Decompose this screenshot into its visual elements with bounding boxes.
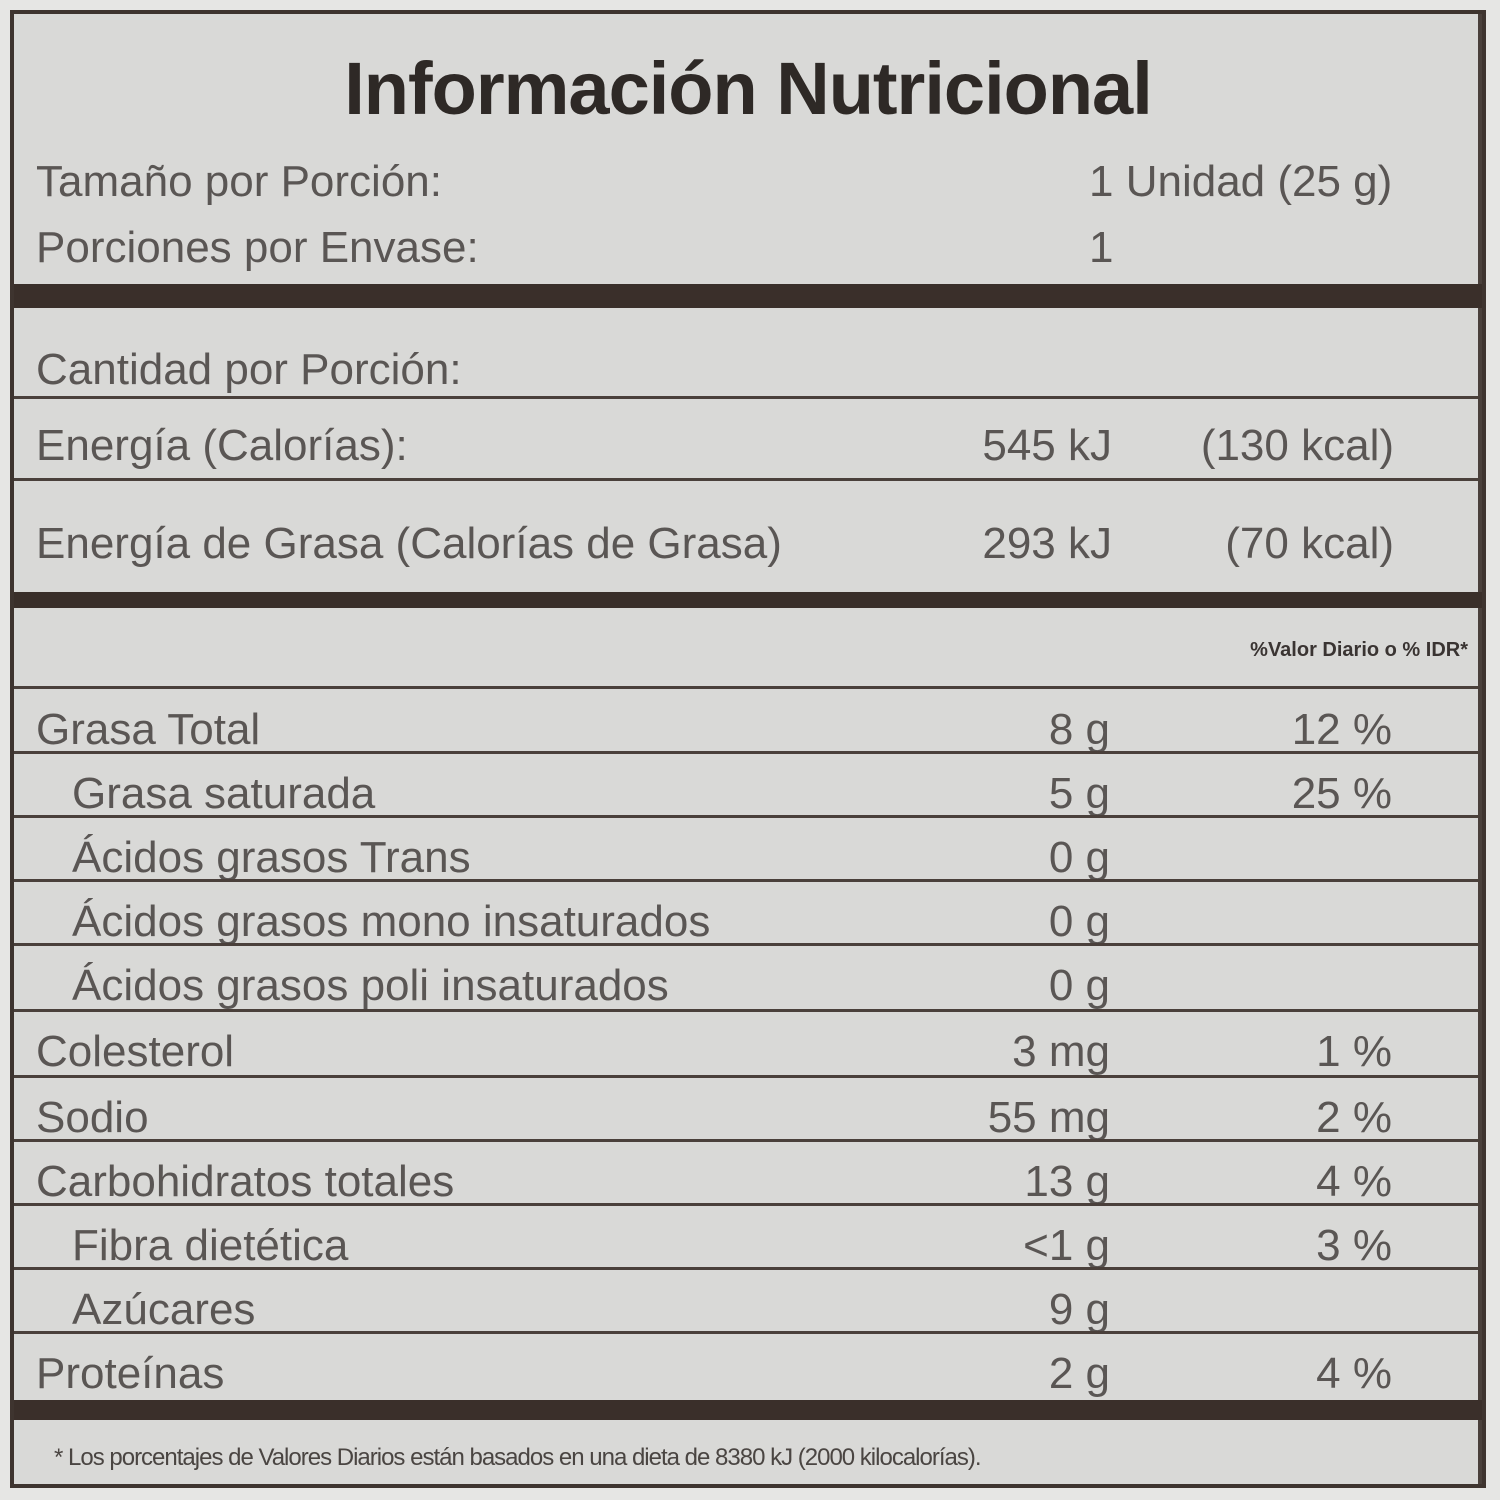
right-rule [1478,14,1482,1484]
fat-energy-label: Energía de Grasa (Calorías de Grasa) [36,519,782,568]
nutrient-amount: 0 g [1048,897,1110,946]
nutrient-amount: <1 g [1023,1221,1110,1270]
serving-size-label: Tamaño por Porción: [36,157,442,206]
divider [14,1203,1482,1206]
thick-divider [14,1400,1482,1420]
nutrient-daily-value: 2 % [1316,1093,1392,1142]
nutrient-name: Ácidos grasos Trans [72,833,471,882]
nutrient-daily-value: 12 % [1291,705,1392,754]
nutrient-daily-value: 25 % [1291,769,1392,818]
energy-label: Energía (Calorías): [36,421,408,470]
fat-energy-kj: 293 kJ [982,519,1112,568]
divider [14,1075,1482,1078]
divider [14,815,1482,818]
thick-divider [14,592,1482,608]
nutrient-name: Sodio [36,1093,149,1142]
nutrient-daily-value: 1 % [1316,1027,1392,1076]
nutrient-amount: 3 mg [1012,1027,1110,1076]
divider [14,396,1482,399]
nutrient-name: Colesterol [36,1027,235,1076]
divider [14,943,1482,946]
nutrition-label: Información Nutricional Tamaño por Porci… [10,10,1486,1488]
divider [14,1267,1482,1270]
nutrient-amount: 0 g [1048,961,1110,1010]
servings-label: Porciones por Envase: [36,223,479,272]
nutrient-name: Carbohidratos totales [36,1157,455,1206]
nutrient-name: Ácidos grasos poli insaturados [72,961,669,1010]
nutrient-amount: 5 g [1048,769,1110,818]
nutrient-amount: 13 g [1024,1157,1110,1206]
nutrient-amount: 9 g [1048,1285,1110,1334]
nutrient-amount: 8 g [1048,705,1110,754]
thick-divider [14,284,1482,308]
daily-value-header: %Valor Diario o % IDR* [1250,639,1468,661]
nutrient-name: Grasa Total [36,705,261,754]
divider [14,1331,1482,1334]
nutrient-name: Proteínas [36,1349,225,1398]
divider [14,1009,1482,1012]
serving-size-value: 1 Unidad (25 g) [1089,157,1393,206]
nutrient-amount: 55 mg [987,1093,1110,1142]
nutrient-daily-value: 4 % [1316,1157,1392,1206]
divider [14,478,1482,481]
footnote: * Los porcentajes de Valores Diarios est… [54,1444,982,1471]
nutrient-daily-value: 3 % [1316,1221,1392,1270]
energy-kj: 545 kJ [982,421,1112,470]
divider [14,751,1482,754]
fat-energy-kcal: (70 kcal) [1225,519,1394,568]
nutrient-amount: 2 g [1048,1349,1110,1398]
energy-kcal: (130 kcal) [1200,421,1394,470]
nutrient-name: Grasa saturada [72,769,376,818]
nutrient-name: Ácidos grasos mono insaturados [72,897,711,946]
label-title: Información Nutricional [344,47,1153,130]
nutrient-daily-value: 4 % [1316,1349,1392,1398]
servings-value: 1 [1089,223,1114,272]
divider [14,686,1482,689]
nutrient-name: Fibra dietética [72,1221,349,1270]
amount-per-serving: Cantidad por Porción: [36,345,462,394]
divider [14,879,1482,882]
divider [14,1139,1482,1142]
nutrient-name: Azúcares [72,1285,256,1334]
nutrient-amount: 0 g [1048,833,1110,882]
